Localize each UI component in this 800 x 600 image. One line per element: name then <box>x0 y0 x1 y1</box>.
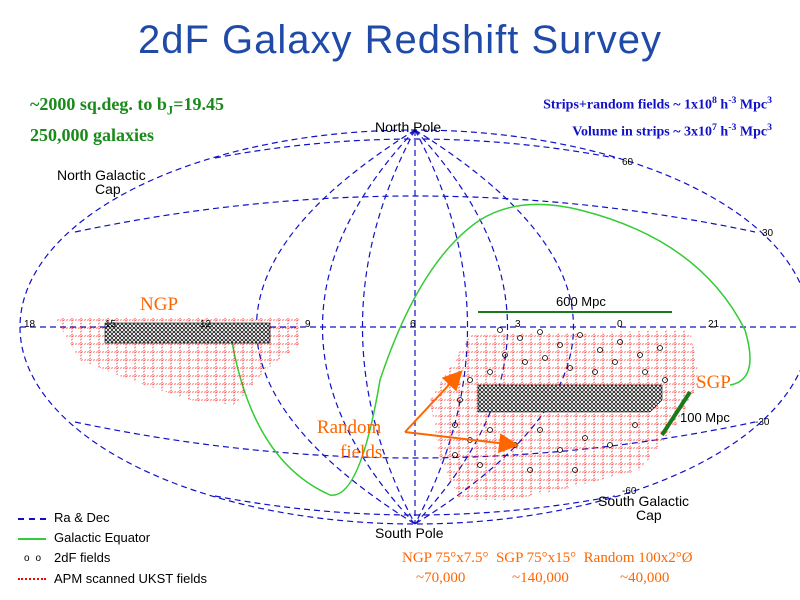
south-cap-label-2: Cap <box>636 507 662 523</box>
survey-area-note: ~2000 sq.deg. to bJ=19.45 250,000 galaxi… <box>30 92 224 147</box>
stats-random: Random 100x2°Ø <box>583 550 693 566</box>
stats-sgp-count: ~140,000 <box>512 570 569 586</box>
ra-label-18: 18 <box>24 319 36 330</box>
random-fields-line-1: Random <box>316 417 382 438</box>
scale-600-label: 600 Mpc <box>556 294 606 309</box>
ra-label-6: 6 <box>410 319 416 330</box>
area-mag: =19.45 <box>173 94 224 114</box>
north-pole-label: North Pole <box>375 119 441 135</box>
dec-label-60: 60 <box>622 157 634 168</box>
ra-label-9: 9 <box>305 319 311 330</box>
area-sub: J <box>166 103 174 118</box>
strips-h: h <box>716 97 729 113</box>
legend-label-2df: 2dF fields <box>54 550 111 565</box>
legend-item-ukst: APM scanned UKST fields <box>18 569 207 589</box>
legend-item-2df: oo 2dF fields <box>18 548 207 569</box>
volume-note: Strips+random fields ~ 1x108 h-3 Mpc3 Vo… <box>543 90 772 143</box>
legend-item-equator: Galactic Equator <box>18 528 207 548</box>
strips-line: Strips+random fields ~ 1x108 h-3 Mpc3 <box>543 90 772 117</box>
sgp-label: SGP <box>696 372 731 393</box>
volume-h: h <box>716 124 729 140</box>
legend-item-radec: Ra & Dec <box>18 508 207 528</box>
meridian-3 <box>414 129 468 525</box>
meridian-12 <box>322 129 416 525</box>
dashed-line-icon <box>18 517 46 520</box>
scale-100-label: 100 Mpc <box>680 410 730 425</box>
random-arrow-right <box>404 431 519 454</box>
ngp-strip <box>104 322 271 344</box>
strips-exp: 8 <box>712 95 717 106</box>
legend-label-ukst: APM scanned UKST fields <box>54 570 207 586</box>
ukst-fields-sgp <box>430 330 700 500</box>
strips-unit: Mpc <box>736 97 768 113</box>
north-cap-label-2: Cap <box>95 181 121 197</box>
scale-bar-100 <box>660 390 692 437</box>
strips-prefix: Strips+random fields ~ 1x10 <box>543 97 712 113</box>
stats-ngp-count: ~70,000 <box>416 570 466 586</box>
field-stats: NGP 75°x7.5° SGP 75°x15° Random 100x2°Ø … <box>402 548 693 588</box>
parallel-minus30 <box>74 421 756 459</box>
stats-row-counts: ~70,000 ~140,000 ~40,000 <box>402 568 693 588</box>
ra-label-0: 0 <box>617 319 623 330</box>
dotted-line-icon <box>18 578 46 581</box>
volume-hexp: -3 <box>728 121 737 133</box>
page-title: 2dF Galaxy Redshift Survey <box>138 18 662 62</box>
legend: Ra & Dec Galactic Equator oo 2dF fields A… <box>18 508 207 589</box>
south-pole-label: South Pole <box>375 525 444 541</box>
random-arrow-up <box>404 370 463 433</box>
area-text: ~2000 sq.deg. to b <box>30 94 167 114</box>
parallel-30 <box>74 195 756 233</box>
random-fields-label: Random fields <box>316 415 382 465</box>
meridian-0 <box>414 129 508 525</box>
circle-markers-icon: oo <box>24 552 48 564</box>
stats-random-count: ~40,000 <box>620 570 670 586</box>
stats-ngp: NGP 75°x7.5° <box>402 550 489 566</box>
legend-label-equator: Galactic Equator <box>54 530 151 545</box>
sgp-strip <box>477 384 663 413</box>
stats-row-sizes: NGP 75°x7.5° SGP 75°x15° Random 100x2°Ø <box>402 548 693 568</box>
solid-line-icon <box>18 537 46 540</box>
galaxy-count: 250,000 galaxies <box>30 124 154 145</box>
random-fields <box>452 327 668 473</box>
south-cap-label-1: South Galactic <box>598 493 689 509</box>
volume-uexp: 3 <box>767 121 772 133</box>
random-fields-line-2: fields <box>340 442 383 463</box>
stats-sgp: SGP 75°x15° <box>495 550 577 566</box>
ra-label-21: 21 <box>708 319 720 330</box>
volume-prefix: Volume in strips ~ 3x10 <box>572 124 712 140</box>
meridian-9 <box>362 129 416 525</box>
dec-label-30: 30 <box>762 228 774 239</box>
dec-label-minus60: -60 <box>622 486 637 497</box>
volume-exp: 7 <box>712 121 717 133</box>
north-cap-label-1: North Galactic <box>57 167 146 183</box>
dec-label-minus30: -30 <box>755 417 770 428</box>
ngp-label: NGP <box>140 294 179 315</box>
parallel-60 <box>214 138 616 159</box>
strips-uexp: 3 <box>767 95 772 106</box>
ra-label-3: 3 <box>515 319 521 330</box>
legend-label-radec: Ra & Dec <box>54 510 110 525</box>
volume-unit: Mpc <box>736 124 768 140</box>
galactic-equator <box>229 203 751 496</box>
volume-line: Volume in strips ~ 3x107 h-3 Mpc3 <box>543 117 772 144</box>
ra-label-15: 15 <box>105 319 117 330</box>
strips-hexp: -3 <box>728 95 737 106</box>
ra-label-12: 12 <box>200 319 212 330</box>
